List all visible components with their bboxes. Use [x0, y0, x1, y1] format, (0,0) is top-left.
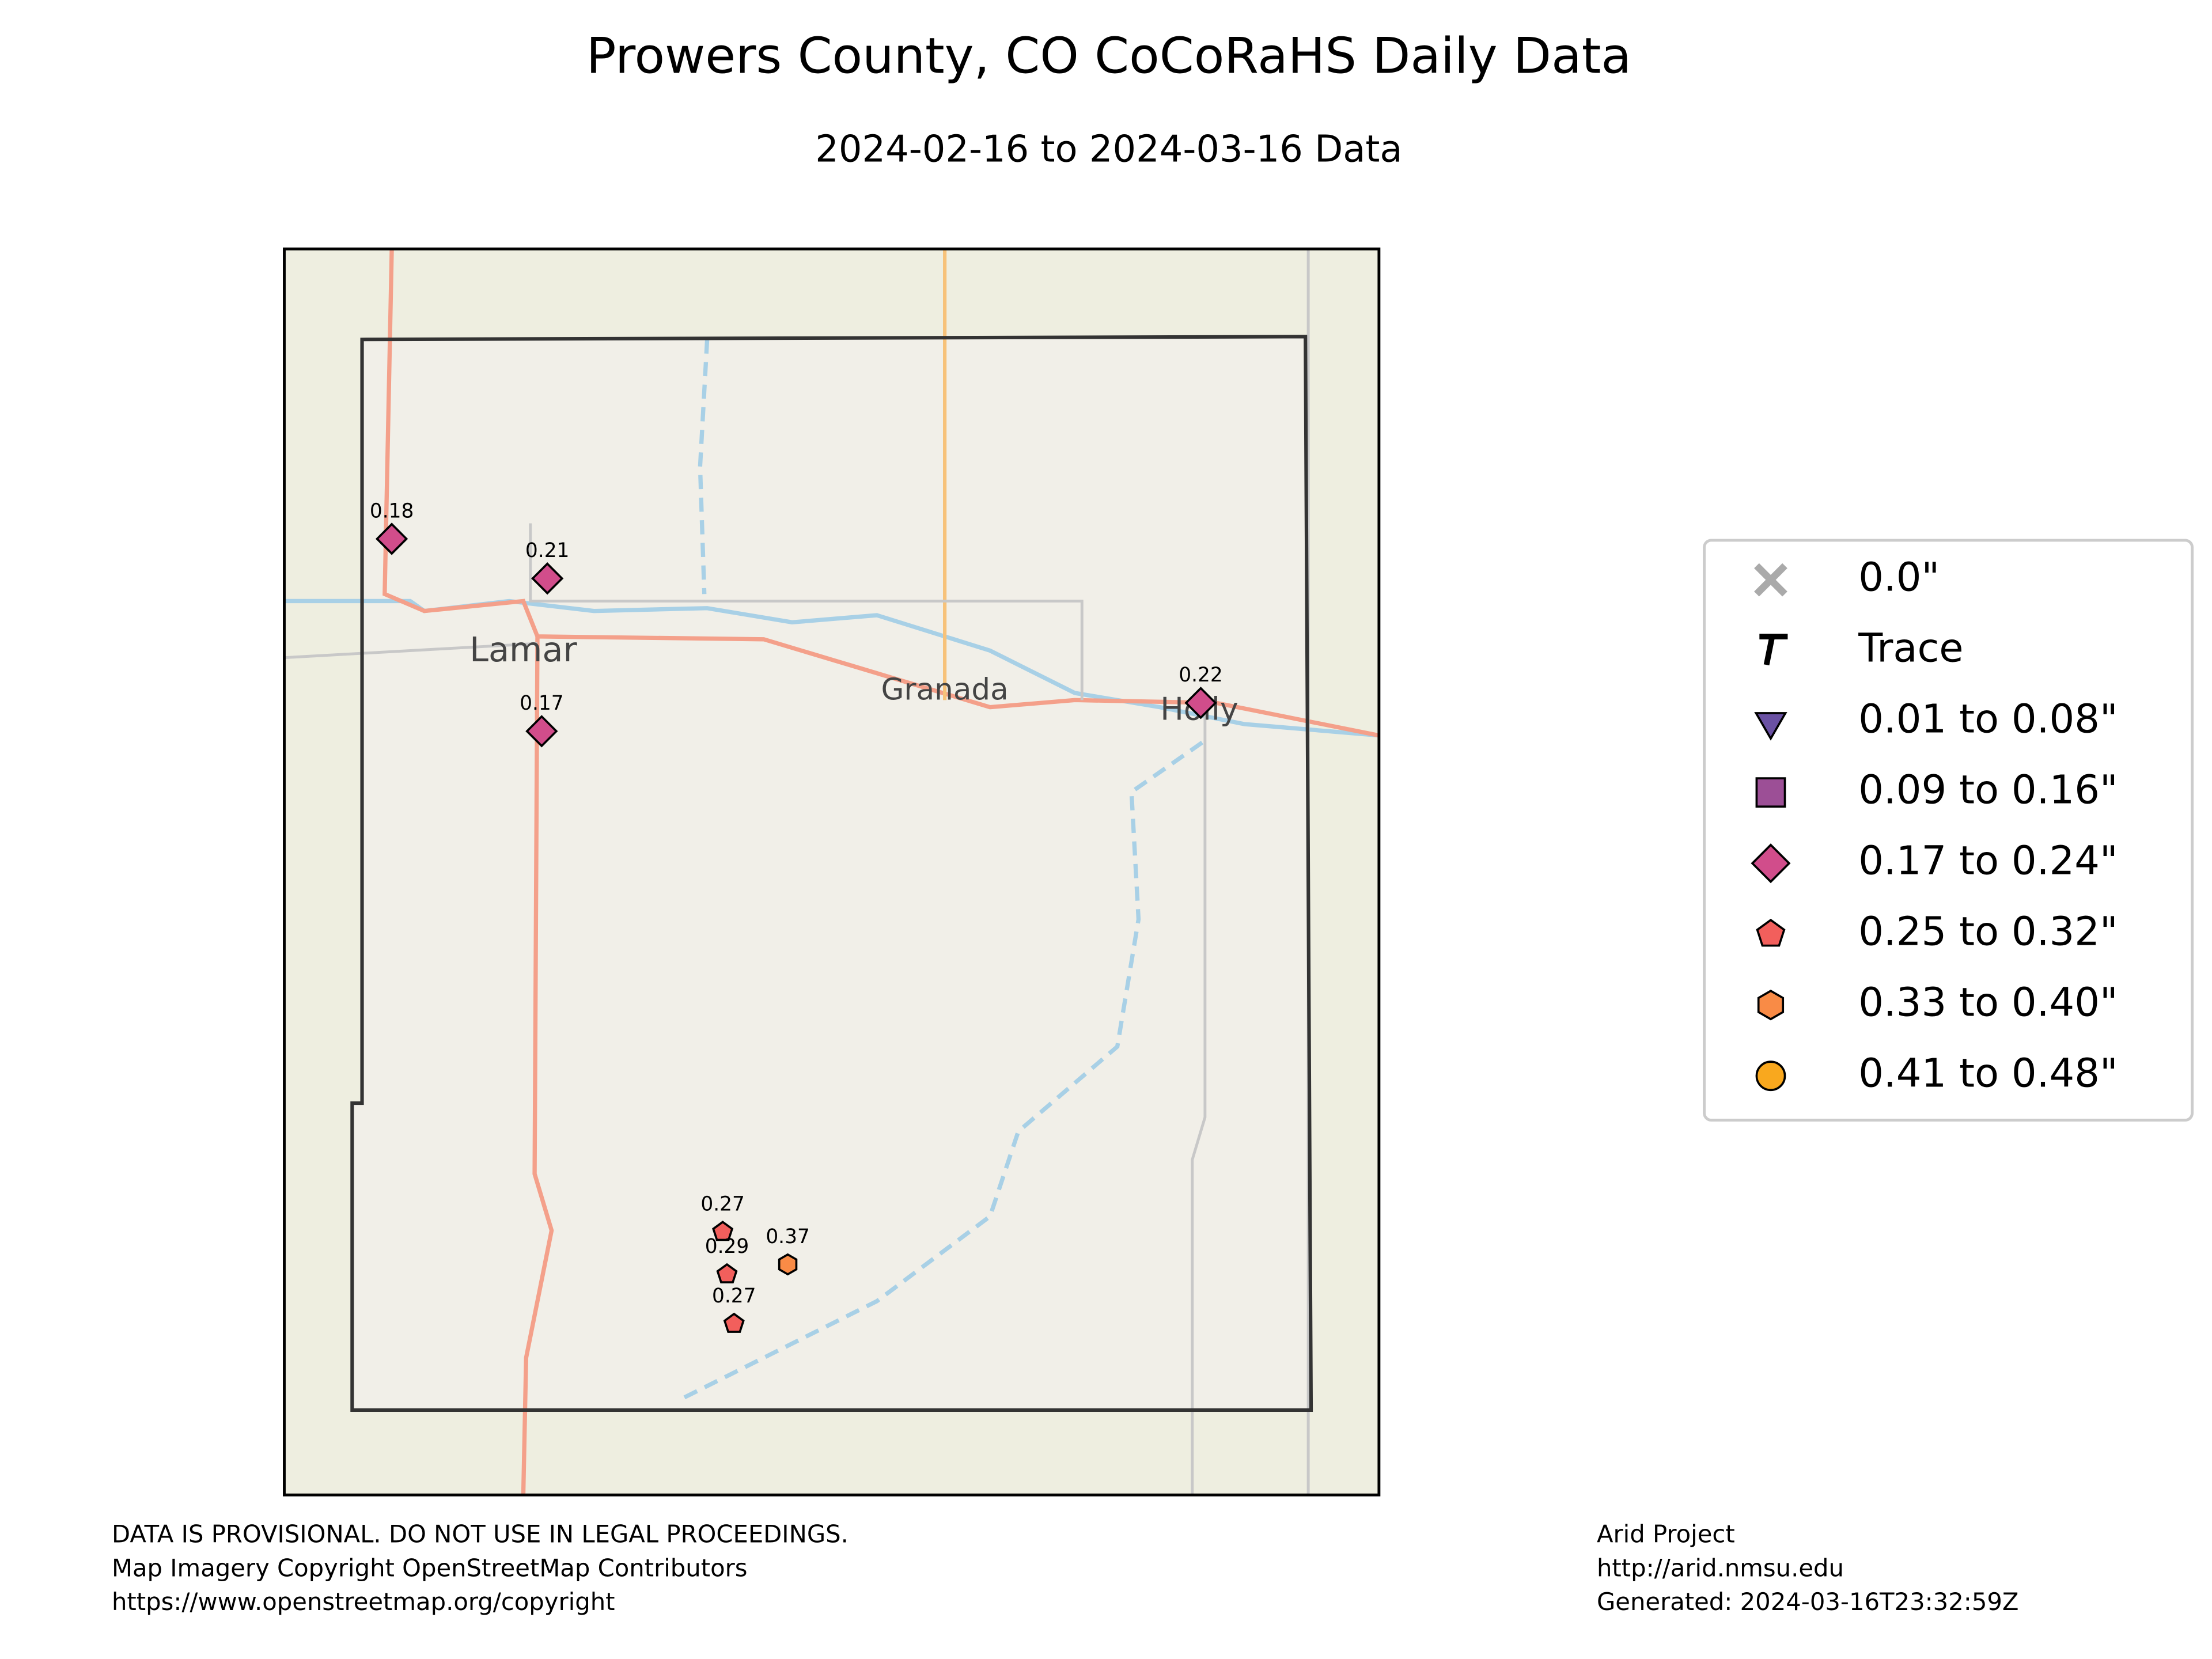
station-label: 0.22: [1179, 664, 1223, 687]
footer-text: DATA IS PROVISIONAL. DO NOT USE IN LEGAL…: [112, 1520, 849, 1548]
legend-marker: [1755, 1060, 1786, 1092]
legend-marker: [1754, 563, 1787, 597]
legend-marker: [1751, 843, 1791, 884]
county-fill: [352, 336, 1312, 1410]
station-label: 0.37: [766, 1225, 810, 1248]
station-marker: [375, 522, 408, 555]
footer-text: http://arid.nmsu.edu: [1597, 1554, 1844, 1582]
station-label: 0.29: [705, 1235, 749, 1258]
footer-text: https://www.openstreetmap.org/copyright: [112, 1588, 615, 1616]
station-marker: [712, 1221, 734, 1241]
legend-marker: [1755, 777, 1786, 808]
stations: 0.18 0.21 0.17 0.22 0.27 0.29 0.37 0.27: [370, 499, 1223, 1333]
highway: [382, 249, 1379, 1495]
map-frame: [283, 247, 1381, 1497]
place-label: Granada: [881, 673, 1008, 707]
map: Lamar Granada Holly 0.180.210.170.220.27…: [283, 247, 1381, 1497]
legend-box: [1703, 539, 2194, 1122]
station-marker: [716, 1263, 738, 1283]
station-marker: [531, 562, 564, 595]
legend-label: 0.17 to 0.24": [1858, 838, 2118, 884]
footer-text: Generated: 2024-03-16T23:32:59Z: [1597, 1588, 2019, 1616]
road: [284, 249, 1310, 1495]
legend-marker: [1756, 918, 1786, 947]
subtitle: 2024-02-16 to 2024-03-16 Data: [815, 128, 1402, 171]
station-marker: [723, 1312, 745, 1333]
footer-text: Arid Project: [1597, 1520, 1735, 1548]
county-border: [350, 335, 1313, 1412]
legend-marker: [1757, 990, 1785, 1021]
creek: [677, 339, 1204, 1402]
legend-label: 0.0": [1858, 555, 1940, 601]
station-label: 0.27: [700, 1192, 745, 1215]
station-marker: [1184, 687, 1217, 719]
station-marker: [525, 715, 558, 748]
station-label: 0.17: [520, 692, 564, 715]
station-label: 0.18: [370, 499, 414, 522]
legend-label: 0.25 to 0.32": [1858, 909, 2118, 955]
legend-label: 0.09 to 0.16": [1858, 767, 2118, 813]
legend-label: 0.33 to 0.40": [1858, 980, 2118, 1026]
legend: 0.0" Trace 0.01 to 0.08" 0.09 to 0.16" 0.17 …: [1703, 539, 2194, 1122]
legend-label: 0.41 to 0.48": [1858, 1051, 2118, 1097]
title: Prowers County, CO CoCoRaHS Daily Data: [586, 28, 1631, 85]
station-label: 0.27: [712, 1285, 756, 1308]
station-label: 0.21: [525, 539, 570, 562]
footer: DATA IS PROVISIONAL. DO NOT USE IN LEGAL…: [112, 1520, 2019, 1616]
legend-label: 0.01 to 0.08": [1858, 696, 2118, 743]
legend-label: Trace: [1858, 626, 1963, 672]
footer-text: Map Imagery Copyright OpenStreetMap Cont…: [112, 1554, 748, 1582]
place-label: Lamar: [469, 630, 577, 669]
legend-marker: [1754, 712, 1787, 741]
station-marker: [778, 1253, 798, 1276]
legend-marker: [1759, 634, 1788, 666]
